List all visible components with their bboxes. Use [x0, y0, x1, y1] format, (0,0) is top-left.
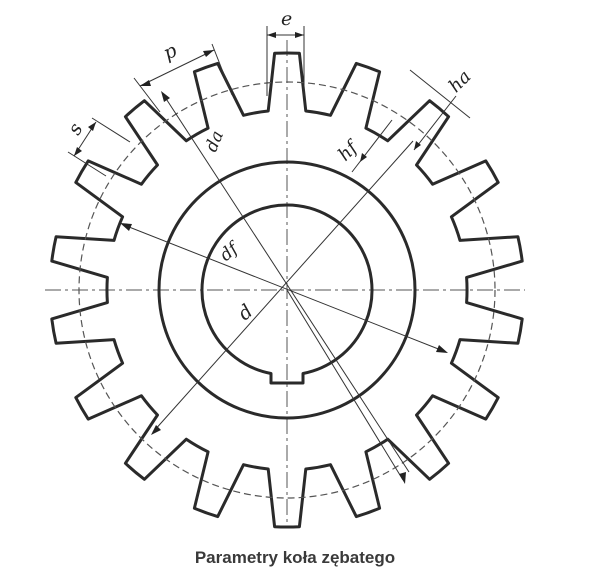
figure-caption: Parametry koła zębatego: [194, 548, 396, 567]
label-s: s: [63, 119, 87, 139]
arrowhead: [436, 345, 448, 353]
label-hf: hf: [334, 135, 364, 165]
arrowhead: [120, 223, 132, 231]
dimension-p-ext-left: [133, 77, 161, 113]
dimension-line-d: [152, 140, 414, 433]
dimension-hf-line: [351, 119, 393, 173]
dimension-s-ext-top: [91, 117, 131, 143]
gear-tooth-outline: [50, 51, 524, 529]
gear-diagram: e p s da df d hf ha: [45, 8, 525, 529]
label-p: p: [160, 39, 180, 64]
pitch-circle: [78, 81, 496, 499]
arrowhead: [74, 147, 82, 156]
arrowhead: [161, 91, 170, 102]
bore-with-keyway: [200, 203, 374, 385]
arrowhead: [414, 141, 421, 150]
dimension-p-line: [139, 49, 215, 87]
arrowhead: [399, 472, 406, 484]
dimension-ha-line: [413, 95, 457, 151]
label-da: da: [202, 128, 228, 155]
label-df: df: [216, 237, 244, 265]
arrowhead: [360, 153, 367, 162]
label-d: d: [234, 300, 257, 325]
dimension-ha-ext: [409, 69, 471, 119]
dimension-p-ext-right: [211, 43, 233, 96]
arrowhead: [267, 32, 276, 38]
arrowhead: [151, 425, 161, 435]
arrowhead: [203, 50, 214, 57]
label-ha: ha: [445, 66, 476, 97]
label-e: e: [281, 8, 292, 30]
arrowhead: [295, 32, 304, 38]
arrowhead: [140, 80, 151, 86]
arrowhead: [88, 122, 96, 131]
dimension-line-da: [123, 224, 447, 353]
hub-outer-circle: [157, 160, 417, 420]
dimension-line-dr: [286, 289, 404, 481]
